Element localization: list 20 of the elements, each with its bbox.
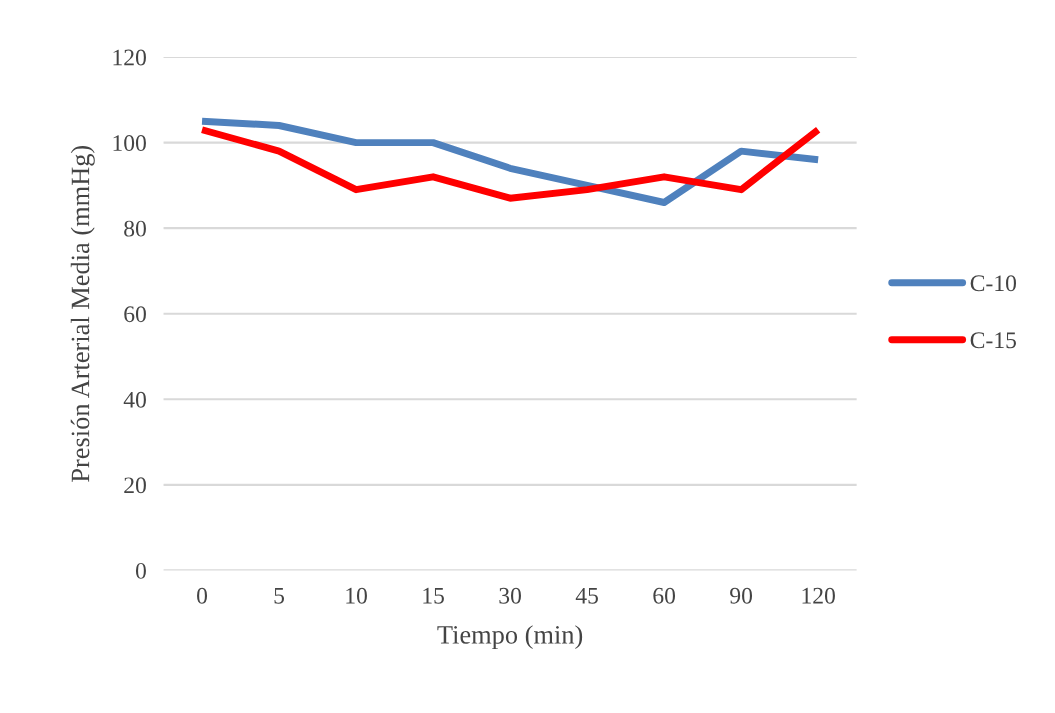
y-tick-label: 100 bbox=[113, 135, 146, 152]
x-tick-label: 10 bbox=[346, 587, 367, 604]
x-tick-label: 15 bbox=[423, 587, 444, 604]
x-tick-label: 0 bbox=[197, 587, 208, 604]
x-tick-label: 120 bbox=[802, 587, 835, 604]
x-tick-label: 45 bbox=[575, 587, 598, 604]
x-tick-label: 90 bbox=[730, 587, 753, 604]
y-tick-label: 0 bbox=[135, 562, 146, 579]
y-axis-title: Presión Arterial Media (mmHg) bbox=[70, 145, 95, 482]
x-tick-label: 5 bbox=[274, 587, 285, 604]
legend-label: C-10 bbox=[970, 275, 1017, 292]
x-tick-label: 60 bbox=[653, 587, 676, 604]
y-tick-label: 60 bbox=[124, 306, 146, 323]
y-tick-label: 20 bbox=[124, 477, 146, 494]
x-axis-title: Tiempo (min) bbox=[437, 625, 583, 650]
y-tick-label: 80 bbox=[124, 220, 146, 237]
y-tick-label: 120 bbox=[113, 49, 146, 66]
legend-label: C-15 bbox=[970, 332, 1016, 349]
x-tick-label: 30 bbox=[499, 587, 521, 604]
y-tick-label: 40 bbox=[123, 391, 146, 408]
